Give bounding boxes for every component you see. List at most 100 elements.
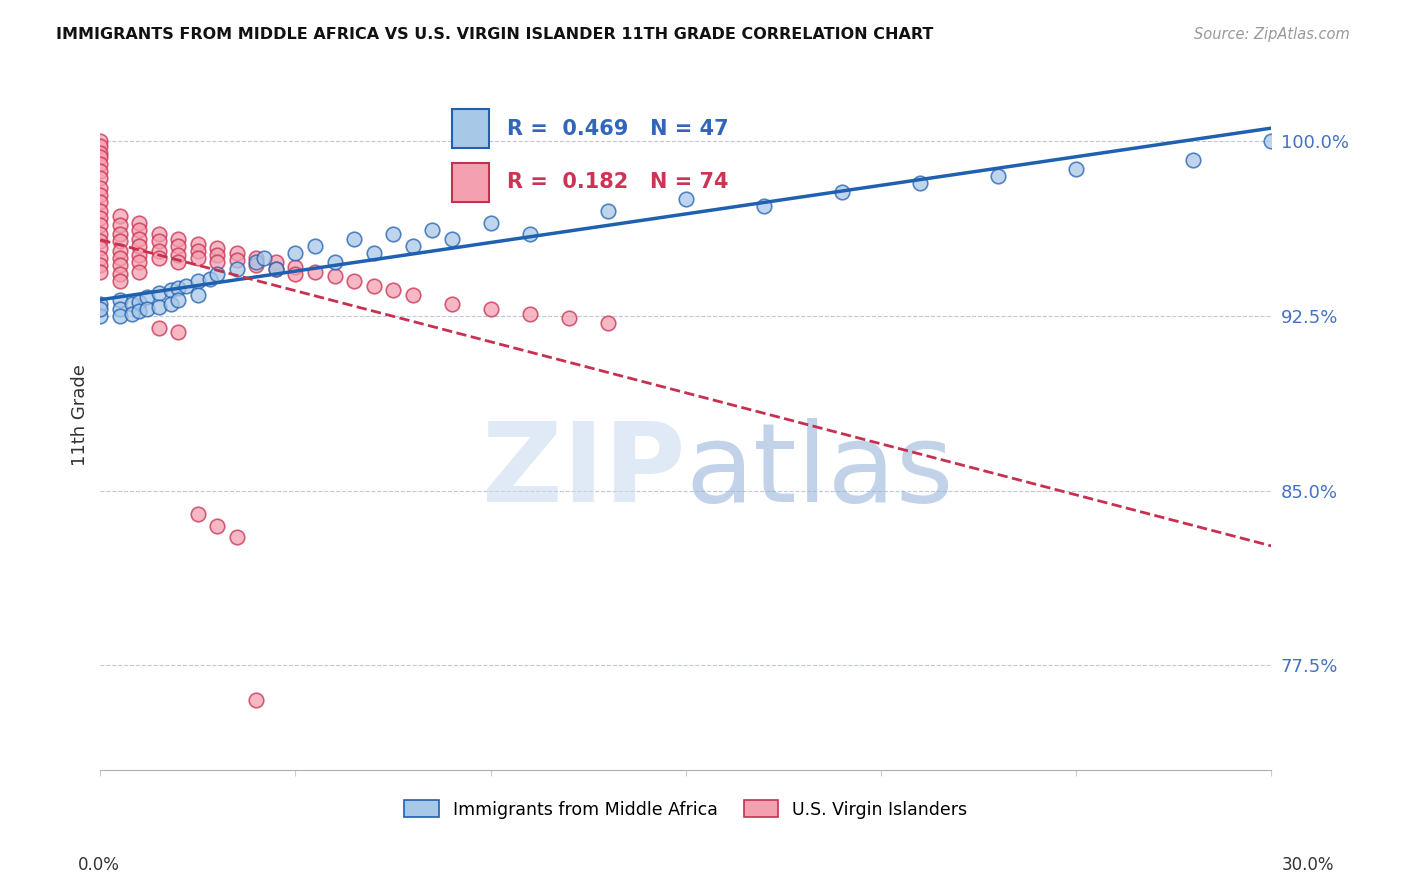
Point: [89, 134, 111, 148]
Point: [174, 278, 197, 293]
Point: [89, 204, 111, 219]
Point: [420, 223, 443, 237]
Point: [148, 251, 170, 265]
Point: [207, 248, 229, 262]
Text: Source: ZipAtlas.com: Source: ZipAtlas.com: [1194, 27, 1350, 42]
Point: [440, 232, 463, 246]
Point: [304, 265, 326, 279]
Text: atlas: atlas: [686, 418, 955, 525]
Point: [187, 244, 209, 258]
Point: [245, 251, 267, 265]
Point: [1064, 162, 1087, 177]
Point: [148, 300, 170, 314]
Point: [519, 227, 541, 242]
Point: [89, 157, 111, 171]
Point: [167, 248, 190, 262]
Point: [108, 258, 131, 272]
Point: [519, 307, 541, 321]
Point: [108, 227, 131, 242]
Point: [136, 290, 159, 304]
Point: [167, 255, 190, 269]
Point: [128, 265, 150, 279]
Point: [323, 255, 346, 269]
Point: [148, 244, 170, 258]
Point: [207, 241, 229, 255]
Point: [187, 507, 209, 521]
Point: [987, 169, 1010, 183]
Point: [148, 227, 170, 242]
Point: [89, 145, 111, 160]
Point: [108, 209, 131, 223]
Point: [89, 251, 111, 265]
Point: [1260, 134, 1282, 148]
Point: [752, 199, 775, 213]
Point: [108, 301, 131, 316]
Point: [121, 297, 143, 311]
Point: [363, 246, 385, 260]
Point: [479, 301, 502, 316]
Point: [148, 285, 170, 300]
Point: [207, 518, 229, 533]
Point: [108, 293, 131, 307]
Point: [245, 258, 267, 272]
Point: [108, 244, 131, 258]
Point: [226, 252, 249, 267]
Point: [89, 181, 111, 195]
Point: [148, 235, 170, 249]
Text: R =  0.469   N = 47: R = 0.469 N = 47: [506, 119, 728, 139]
Point: [89, 211, 111, 225]
Point: [121, 307, 143, 321]
Point: [89, 187, 111, 202]
Point: [128, 216, 150, 230]
Point: [323, 269, 346, 284]
Point: [675, 193, 697, 207]
Point: [108, 251, 131, 265]
Point: [89, 164, 111, 178]
Text: ZIP: ZIP: [482, 418, 686, 525]
Point: [108, 274, 131, 288]
Point: [284, 260, 307, 274]
Point: [89, 218, 111, 232]
Point: [108, 218, 131, 232]
Point: [382, 283, 405, 297]
Point: [89, 301, 111, 316]
Point: [198, 271, 221, 285]
Point: [557, 311, 579, 326]
Point: [108, 309, 131, 323]
Point: [89, 297, 111, 311]
Point: [245, 693, 267, 707]
Text: IMMIGRANTS FROM MIDDLE AFRICA VS U.S. VIRGIN ISLANDER 11TH GRADE CORRELATION CHA: IMMIGRANTS FROM MIDDLE AFRICA VS U.S. VI…: [56, 27, 934, 42]
Point: [136, 301, 159, 316]
Point: [226, 262, 249, 277]
Point: [128, 304, 150, 318]
Point: [207, 267, 229, 281]
Point: [89, 241, 111, 255]
Point: [401, 239, 423, 253]
Point: [187, 251, 209, 265]
Point: [304, 239, 326, 253]
Point: [89, 309, 111, 323]
Point: [159, 297, 181, 311]
Point: [264, 262, 287, 277]
Point: [343, 232, 366, 246]
Point: [343, 274, 366, 288]
Point: [226, 530, 249, 544]
Point: [108, 267, 131, 281]
Point: [108, 235, 131, 249]
Y-axis label: 11th Grade: 11th Grade: [72, 364, 89, 466]
Point: [187, 288, 209, 302]
Point: [128, 239, 150, 253]
Point: [128, 232, 150, 246]
Point: [89, 138, 111, 153]
Point: [89, 151, 111, 165]
Point: [89, 235, 111, 249]
Point: [167, 232, 190, 246]
Point: [128, 255, 150, 269]
Point: [167, 293, 190, 307]
Point: [440, 297, 463, 311]
Point: [245, 255, 267, 269]
Legend: Immigrants from Middle Africa, U.S. Virgin Islanders: Immigrants from Middle Africa, U.S. Virg…: [396, 794, 974, 826]
FancyBboxPatch shape: [451, 110, 489, 148]
Point: [167, 325, 190, 339]
Point: [264, 262, 287, 277]
